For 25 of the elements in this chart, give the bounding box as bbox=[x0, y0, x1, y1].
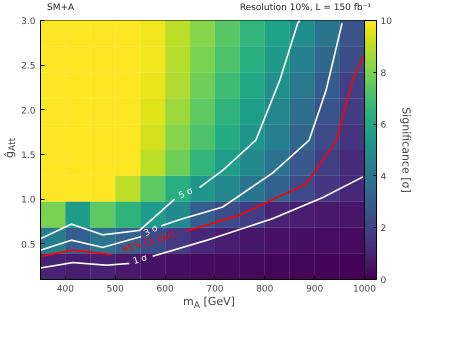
y-tick-label: 0.5 bbox=[21, 240, 36, 250]
color-bar-label: 4 bbox=[380, 172, 386, 182]
color-bar-label: 2 bbox=[380, 224, 386, 234]
color-bar-label: 8 bbox=[380, 68, 386, 79]
y-tick-label: 2.0 bbox=[21, 106, 36, 116]
y-tick-label: 2.5 bbox=[21, 62, 36, 72]
x-tick-label: 400 bbox=[56, 284, 74, 294]
color-bar-label: 6 bbox=[380, 120, 386, 131]
text: 1 σ bbox=[132, 253, 149, 267]
x-tick-label: 800 bbox=[256, 284, 274, 294]
x-tick-label: 1000 bbox=[353, 284, 376, 294]
x-tick-label: 500 bbox=[106, 284, 124, 294]
text: 5 σ bbox=[177, 186, 195, 202]
color-bar-label: 10 bbox=[380, 17, 392, 27]
color-bar-title: Significance [σ] bbox=[400, 107, 412, 193]
x-axis-title: m$_{A}$ [GeV] bbox=[183, 294, 235, 312]
y-tick-label: 1.0 bbox=[21, 196, 36, 206]
x-tick-label: 600 bbox=[156, 284, 174, 294]
x-tick-label: 700 bbox=[206, 284, 224, 294]
y-tick-label: 3.0 bbox=[21, 17, 36, 27]
chart-title: SM+A bbox=[47, 2, 74, 14]
chart-subtitle: Resolution 10%, L = 150 fb⁻¹ bbox=[240, 2, 371, 14]
x-tick-label: 900 bbox=[306, 284, 324, 294]
y-tick-label: 1.5 bbox=[21, 150, 36, 161]
color-bar-label: 0 bbox=[380, 276, 386, 286]
